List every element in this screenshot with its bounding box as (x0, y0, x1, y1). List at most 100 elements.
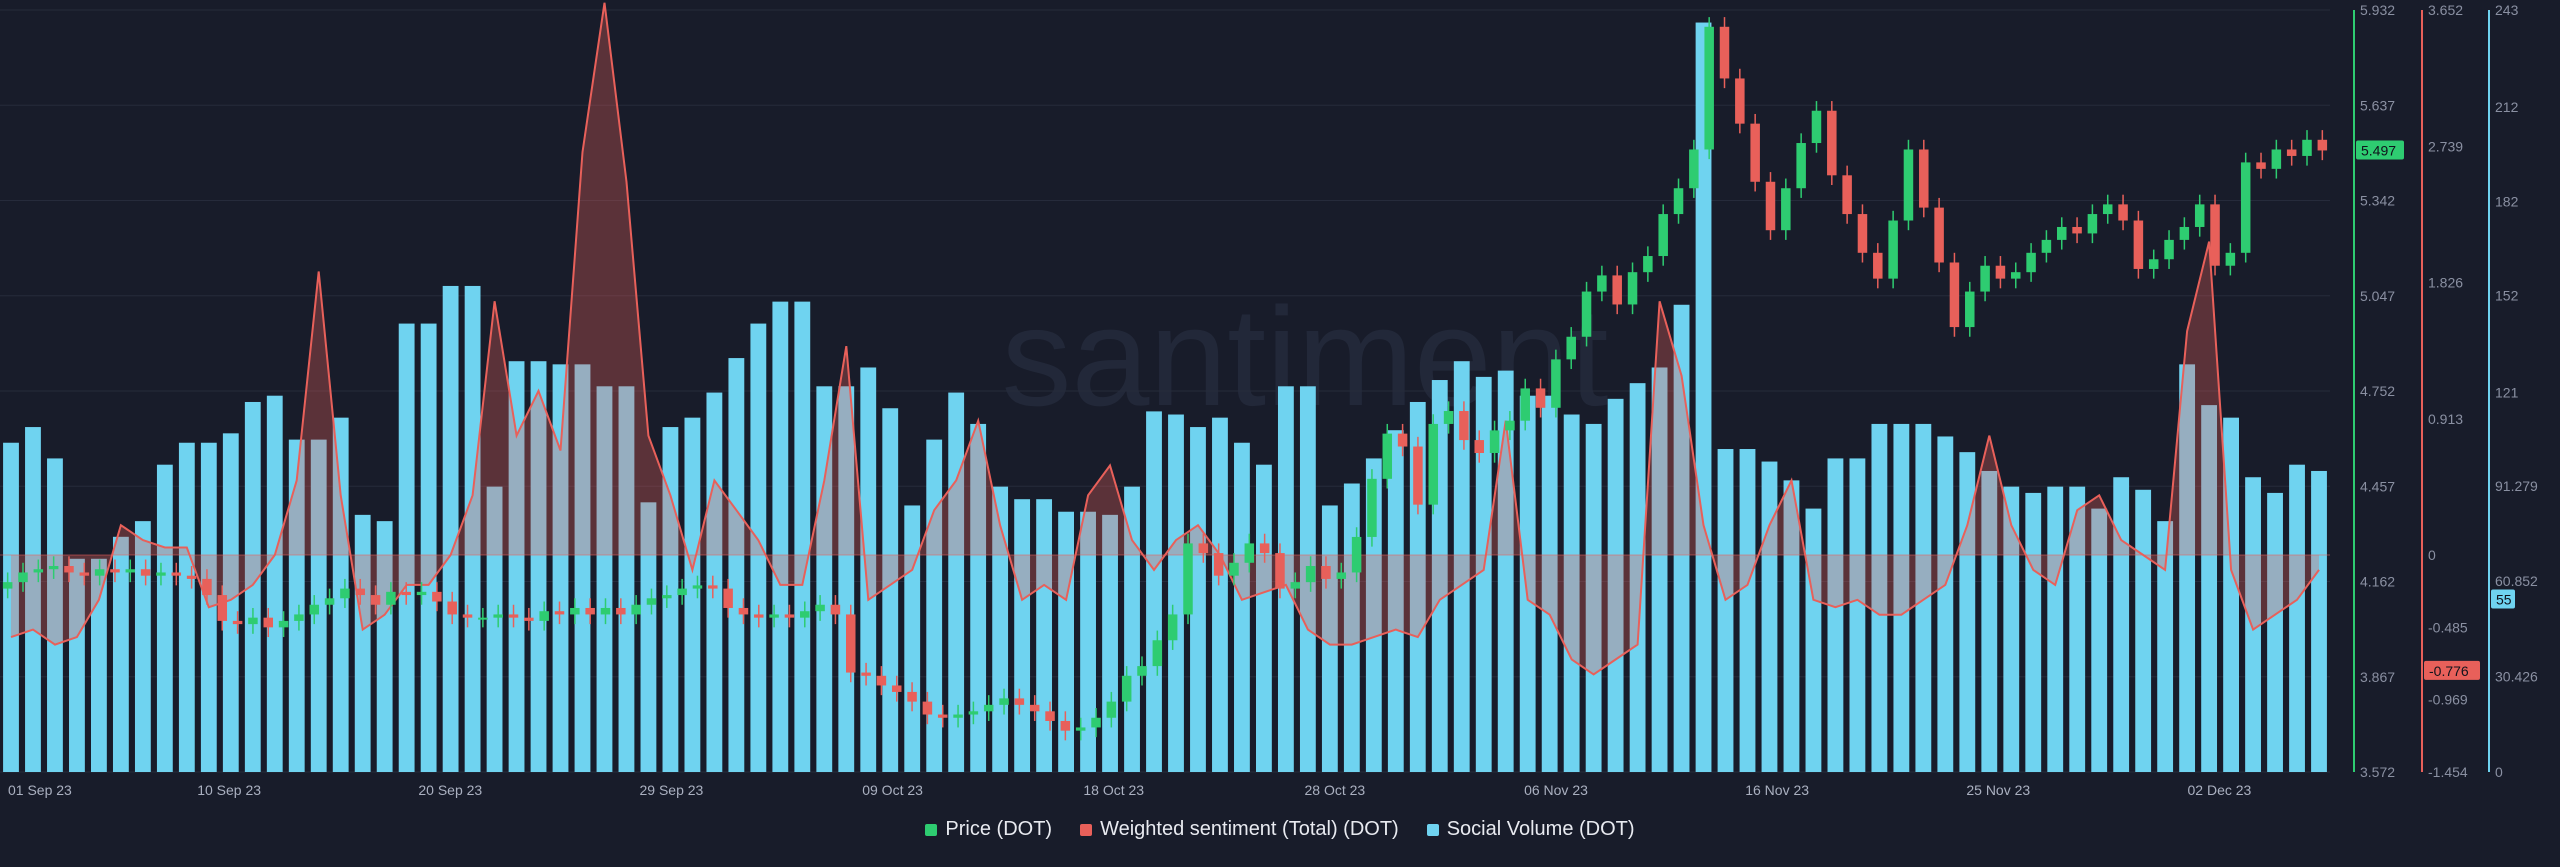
price-candle (2179, 226, 2190, 240)
price-candle (171, 572, 182, 576)
price-candle (1014, 698, 1025, 705)
legend-item-sentiment[interactable]: Weighted sentiment (Total) (DOT) (1080, 818, 1399, 841)
social-volume-bar (970, 423, 987, 772)
price-candle (2072, 226, 2082, 234)
price-candle (2, 582, 13, 589)
social-volume-bar (398, 323, 415, 772)
price-candle (922, 701, 933, 715)
price-candle (1719, 26, 1730, 79)
price-candle (2256, 162, 2266, 169)
price-axis-tick: 3.867 (2360, 669, 2395, 685)
price-axis-tick: 3.572 (2360, 764, 2395, 780)
price-candle (1106, 701, 1117, 718)
price-candle (493, 614, 503, 618)
social-volume-bar (222, 433, 239, 772)
social-volume-bar (2091, 508, 2108, 772)
x-axis-tick: 20 Sep 23 (418, 782, 482, 798)
price-candle (1750, 123, 1760, 182)
social-volume-bar (2047, 486, 2064, 772)
price-candle (2164, 239, 2174, 260)
x-axis-tick: 06 Nov 23 (1524, 782, 1588, 798)
social-volume-bar (178, 442, 195, 772)
price-candle (1842, 175, 1852, 215)
price-candle (1980, 265, 1990, 292)
legend-item-social[interactable]: Social Volume (DOT) (1426, 818, 1635, 841)
social-volume-bar (2135, 489, 2152, 772)
price-candle (2302, 139, 2312, 156)
price-candle (1244, 543, 1255, 563)
price-current-value: 5.497 (2361, 142, 2396, 158)
sentiment-axis-tick: -1.454 (2428, 764, 2468, 780)
social-volume-bar (662, 427, 679, 772)
social-volume-bar (618, 386, 635, 772)
social-volume-bar (508, 361, 525, 772)
social-volume-bar (47, 458, 63, 772)
price-candle (110, 569, 120, 573)
price-candle (1443, 411, 1454, 424)
social-volume-bar (1146, 411, 1162, 772)
price-candle (2041, 239, 2052, 253)
price-candle (416, 591, 427, 596)
price-candle (1888, 220, 1898, 279)
price-candle (2056, 226, 2067, 240)
social-volume-bar (816, 386, 833, 772)
price-candle (248, 617, 258, 625)
social-swatch-icon (1426, 823, 1439, 836)
price-candle (708, 585, 718, 589)
price-candle (907, 691, 917, 702)
price-candle (1321, 566, 1331, 579)
social-current-value-badge (2491, 589, 2515, 609)
price-candle (1551, 359, 1561, 408)
social-axis-tick: 91.279 (2495, 478, 2538, 494)
social-axis-tick: 30.426 (2495, 669, 2538, 685)
social-volume-bar (1519, 395, 1536, 772)
price-candle (1643, 256, 1653, 273)
social-volume-bar (552, 364, 569, 772)
sentiment-axis-tick: 2.739 (2428, 138, 2463, 154)
price-candle (2240, 162, 2251, 253)
social-volume-bar (1959, 452, 1976, 772)
price-candle (1995, 265, 2006, 279)
social-volume-bar (25, 427, 41, 772)
social-volume-bar (1607, 398, 1624, 772)
price-candle (340, 588, 350, 599)
price-candle (370, 595, 381, 605)
legend-item-price[interactable]: Price (DOT) (925, 818, 1052, 841)
social-volume-bar (2201, 405, 2218, 772)
social-volume-bar (1212, 417, 1228, 772)
price-candle (2271, 149, 2282, 169)
price-candle (18, 572, 28, 583)
social-volume-bar (266, 395, 283, 772)
price-candle (1919, 149, 1929, 208)
price-candle (94, 569, 105, 576)
price-candle (1413, 446, 1423, 505)
price-candle (1213, 553, 1224, 576)
price-candle (1305, 566, 1316, 583)
social-volume-bar (1168, 414, 1184, 772)
price-candle (309, 604, 319, 615)
price-candle (524, 617, 534, 621)
social-axis-tick: 243 (2495, 2, 2519, 18)
price-candle (585, 607, 595, 615)
social-volume-bar (1695, 22, 1712, 772)
price-candle (217, 595, 228, 621)
price-candle (662, 595, 672, 599)
price-candle (1275, 553, 1285, 589)
price-swatch-icon (925, 823, 938, 836)
social-volume-bar (1014, 499, 1031, 772)
social-volume-bar (1981, 470, 1998, 772)
social-volume-bar (882, 408, 899, 772)
social-volume-bar (772, 301, 789, 772)
price-candle (769, 614, 779, 618)
social-volume-bar (156, 464, 173, 772)
price-candle (1091, 717, 1101, 728)
price-candle (1581, 291, 1592, 337)
price-candle (1229, 562, 1239, 576)
social-volume-bar (2267, 492, 2283, 772)
social-volume-bar (1849, 458, 1866, 772)
price-candle (677, 588, 687, 596)
social-volume-bar (376, 521, 393, 772)
price-candle (1351, 536, 1362, 573)
social-volume-bar (464, 285, 481, 772)
